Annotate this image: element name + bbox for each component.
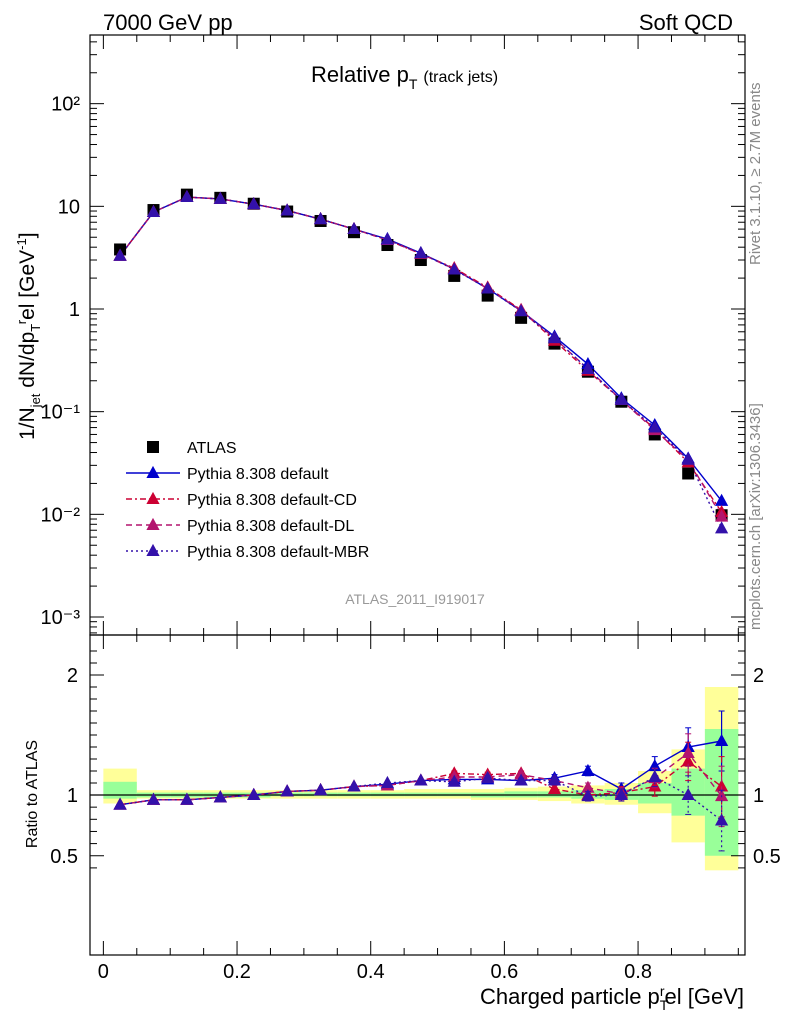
legend-label: ATLAS — [187, 440, 237, 457]
main-panel: 10⁻³ 10⁻² 10⁻¹ 1 10 10² — [41, 34, 746, 636]
legend-marker — [146, 517, 160, 530]
data-point-4 — [481, 281, 495, 294]
y-tick-label: 1 — [69, 299, 80, 321]
data-point-4 — [180, 189, 194, 203]
legend: ATLAS Pythia 8.308 default Pythia 8.308 de… — [126, 440, 369, 561]
ratio-point-3 — [247, 787, 261, 800]
data-point-atlas — [682, 467, 695, 480]
main-ylabel: 1/Njet dN/dpTrel [GeV-1] — [14, 232, 43, 440]
ratio-point-1 — [547, 781, 562, 794]
ratio-panel: 0 0.2 0.4 0.6 0.8 0.5 0.5 1 1 2 2 — [50, 35, 781, 983]
ratio-point-3 — [280, 784, 294, 797]
ratio-point-3 — [180, 792, 194, 805]
data-point-4 — [313, 212, 328, 225]
ratio-point-1 — [648, 779, 662, 792]
ratio-point-3 — [447, 774, 461, 787]
y-tick-label: 10⁻¹ — [41, 402, 81, 424]
data-point-4 — [581, 361, 595, 375]
ratio-point-3 — [648, 769, 662, 782]
data-point-4 — [247, 197, 261, 210]
ratio-y-tick-label-right: 1 — [753, 785, 764, 807]
ratio-point-0 — [581, 763, 595, 776]
legend-marker-atlas — [147, 441, 159, 453]
ratio-point-3 — [681, 787, 695, 800]
ratio-point-3 — [514, 773, 528, 786]
collision-label: 7000 GeV pp — [103, 10, 233, 35]
x-tick-label: 0.8 — [624, 961, 652, 983]
title-subscript: T — [409, 76, 418, 92]
ratio-point-1 — [715, 779, 729, 792]
y-tick-label: 10⁻² — [41, 504, 81, 526]
data-point-3 — [715, 509, 729, 522]
ratio-data-layer — [113, 710, 729, 852]
data-point-4 — [347, 221, 361, 235]
ratio-point-2 — [715, 789, 729, 802]
main-data-layer — [113, 188, 729, 534]
ratio-point-2 — [681, 745, 695, 758]
data-point-4 — [514, 304, 528, 317]
title-text: Relative p — [311, 62, 409, 87]
ratio-point-3 — [414, 773, 428, 786]
ratio-point-3 — [313, 783, 328, 796]
ratio-y-tick-label-right: 2 — [753, 665, 764, 687]
ratio-point-3 — [380, 775, 395, 788]
legend-marker — [146, 543, 160, 556]
x-tick-label: 0.6 — [490, 961, 518, 983]
rivet-label: Rivet 3.1.10, ≥ 2.7M events — [747, 83, 764, 266]
ratio-ylabel: Ratio to ATLAS — [24, 740, 41, 848]
data-point-4 — [681, 452, 695, 465]
data-point-4 — [447, 262, 461, 275]
x-tick-label: 0.2 — [223, 961, 251, 983]
data-point-4 — [146, 204, 161, 217]
legend-label: Pythia 8.308 default-MBR — [187, 544, 369, 561]
data-point-4 — [715, 521, 729, 534]
ratio-y-tick-label: 2 — [67, 665, 78, 687]
y-tick-label: 10² — [51, 94, 80, 116]
legend-marker — [146, 491, 160, 504]
ratio-point-3 — [581, 789, 595, 802]
data-point-4 — [547, 331, 562, 344]
ratio-point-1 — [681, 754, 695, 767]
source-label: mcplots.cern.ch [arXiv:1306.3436] — [747, 403, 764, 630]
ratio-point-3 — [113, 797, 127, 810]
data-point-4 — [614, 392, 628, 405]
data-point-4 — [414, 245, 428, 259]
ratio-point-2 — [581, 780, 595, 793]
data-point-4 — [113, 248, 127, 261]
data-point-4 — [648, 420, 662, 433]
x-tick-label: 0.4 — [357, 961, 385, 983]
legend-label: Pythia 8.308 default-DL — [187, 518, 354, 535]
ratio-point-3 — [213, 790, 227, 803]
legend-label: Pythia 8.308 default — [187, 466, 329, 483]
ratio-y-tick-label: 0.5 — [50, 846, 78, 868]
ratio-point-3 — [715, 813, 729, 826]
ratio-point-3 — [481, 771, 495, 784]
data-point-4 — [380, 232, 395, 245]
y-tick-label: 10⁻³ — [41, 607, 81, 629]
data-point-4 — [213, 191, 227, 204]
main-title: Relative pT (track jets) — [311, 62, 498, 92]
ratio-point-3 — [547, 773, 562, 786]
band-green — [103, 781, 137, 799]
series-line-2 — [119, 196, 723, 513]
ratio-point-0 — [715, 733, 729, 746]
ratio-point-0 — [648, 759, 662, 772]
data-point-4 — [280, 203, 294, 216]
ratio-y-tick-label-right: 0.5 — [753, 846, 781, 868]
ratio-xlabel: Charged particle pTrel [GeV] — [480, 983, 744, 1013]
ratio-point-3 — [347, 779, 361, 792]
analysis-label: ATLAS_2011_I919017 — [345, 591, 485, 607]
ratio-y-tick-label: 1 — [67, 785, 78, 807]
title-suffix: (track jets) — [423, 69, 498, 86]
data-point-1 — [715, 493, 729, 506]
x-tick-label: 0 — [98, 961, 109, 983]
legend-marker — [146, 465, 160, 478]
y-tick-label: 10 — [58, 196, 80, 218]
ratio-point-3 — [146, 792, 161, 805]
ratio-point-3 — [614, 787, 628, 800]
legend-label: Pythia 8.308 default-CD — [187, 492, 357, 509]
process-label: Soft QCD — [639, 10, 733, 35]
